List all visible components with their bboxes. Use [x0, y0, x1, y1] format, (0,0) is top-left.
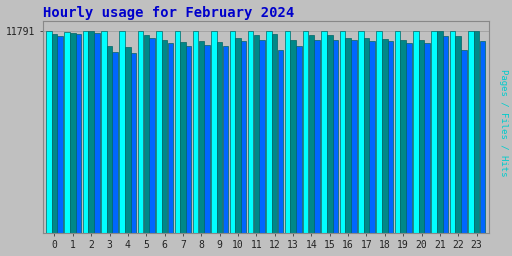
Bar: [395, 31, 400, 233]
Bar: [290, 40, 296, 233]
Bar: [175, 31, 180, 233]
Bar: [107, 46, 112, 233]
Bar: [204, 45, 210, 233]
Bar: [272, 34, 278, 233]
Bar: [309, 35, 314, 233]
Bar: [327, 35, 332, 233]
Bar: [236, 38, 241, 233]
Bar: [143, 35, 149, 233]
Bar: [358, 31, 364, 233]
Bar: [443, 36, 449, 233]
Bar: [303, 31, 309, 233]
Bar: [296, 46, 302, 233]
Bar: [83, 31, 88, 233]
Bar: [468, 31, 474, 233]
Bar: [52, 34, 57, 233]
Bar: [149, 38, 155, 233]
Bar: [432, 31, 437, 233]
Bar: [419, 40, 424, 233]
Bar: [167, 43, 173, 233]
Bar: [474, 31, 479, 233]
Bar: [101, 31, 106, 233]
Bar: [229, 31, 235, 233]
Bar: [65, 32, 70, 233]
Bar: [241, 41, 246, 233]
Bar: [156, 31, 162, 233]
Bar: [413, 31, 419, 233]
Bar: [480, 41, 485, 233]
Bar: [125, 47, 131, 233]
Bar: [351, 39, 356, 233]
Bar: [131, 53, 136, 233]
Bar: [322, 31, 327, 233]
Bar: [333, 39, 338, 233]
Bar: [285, 31, 290, 233]
Bar: [364, 38, 369, 233]
Bar: [406, 43, 412, 233]
Bar: [186, 46, 191, 233]
Bar: [382, 39, 388, 233]
Bar: [217, 42, 222, 233]
Text: Pages / Files / Hits: Pages / Files / Hits: [499, 69, 508, 177]
Bar: [223, 46, 228, 233]
Bar: [259, 39, 265, 233]
Bar: [400, 40, 406, 233]
Bar: [437, 31, 443, 233]
Bar: [76, 34, 81, 233]
Bar: [57, 36, 63, 233]
Bar: [314, 40, 320, 233]
Bar: [370, 41, 375, 233]
Bar: [424, 43, 430, 233]
Bar: [193, 31, 198, 233]
Bar: [211, 31, 217, 233]
Bar: [376, 31, 382, 233]
Bar: [339, 31, 345, 233]
Bar: [46, 31, 52, 233]
Bar: [248, 31, 253, 233]
Bar: [138, 31, 143, 233]
Bar: [89, 31, 94, 233]
Bar: [278, 50, 283, 233]
Bar: [450, 31, 455, 233]
Bar: [119, 31, 125, 233]
Bar: [456, 36, 461, 233]
Bar: [70, 33, 76, 233]
Bar: [180, 42, 186, 233]
Bar: [266, 31, 272, 233]
Bar: [388, 41, 393, 233]
Bar: [461, 50, 466, 233]
Text: Hourly usage for February 2024: Hourly usage for February 2024: [42, 6, 294, 19]
Bar: [113, 51, 118, 233]
Bar: [253, 35, 259, 233]
Bar: [162, 39, 167, 233]
Bar: [346, 38, 351, 233]
Bar: [94, 33, 100, 233]
Bar: [199, 41, 204, 233]
